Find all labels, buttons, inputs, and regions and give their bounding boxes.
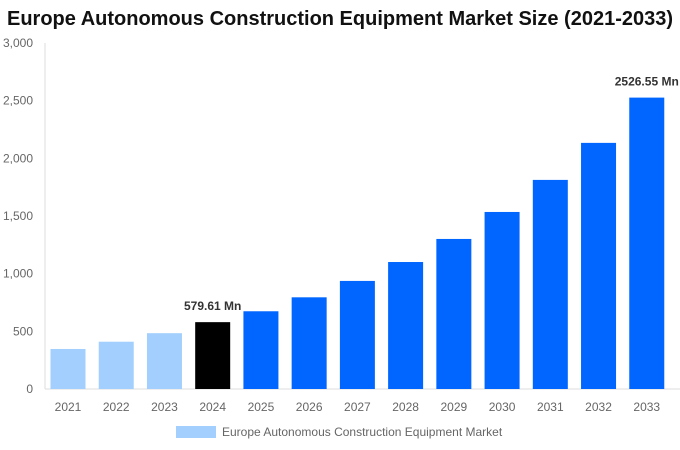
x-tick-label: 2023 [151,400,178,414]
legend: Europe Autonomous Construction Equipment… [176,425,502,439]
y-tick-label: 500 [13,324,33,338]
x-tick-label: 2032 [585,400,612,414]
x-tick-label: 2024 [199,400,226,414]
y-tick-label: 1,000 [3,267,33,281]
legend-label: Europe Autonomous Construction Equipment… [222,425,503,439]
y-tick-label: 2,000 [3,151,33,165]
bar-2025 [243,311,279,389]
x-tick-label: 2027 [344,400,371,414]
x-tick-label: 2030 [489,400,516,414]
x-tick-label: 2033 [633,400,660,414]
bar-2032 [581,142,617,389]
chart-title: Europe Autonomous Construction Equipment… [6,8,674,30]
bar-2031 [532,179,568,389]
x-tick-label: 2022 [103,400,130,414]
y-tick-label: 0 [26,382,33,396]
x-tick-label: 2028 [392,400,419,414]
x-tick-label: 2025 [248,400,275,414]
bar-2029 [436,238,472,389]
y-tick-label: 1,500 [3,209,33,223]
legend-swatch [176,426,216,438]
bar-2024 [195,322,231,389]
bar-2021 [50,348,86,389]
x-tick-label: 2026 [296,400,323,414]
data-label-2033: 2526.55 Mn [615,75,679,89]
bar-2022 [98,341,134,389]
bar-2028 [388,262,424,389]
x-tick-label: 2029 [440,400,467,414]
bar-2026 [291,297,327,389]
bar-2030 [484,211,520,389]
x-tick-label: 2021 [55,400,82,414]
bar-2033 [629,97,665,390]
y-tick-label: 2,500 [3,94,33,108]
data-label-2024: 579.61 Mn [184,299,241,313]
y-tick-label: 3,000 [3,36,33,50]
x-tick-label: 2031 [537,400,564,414]
bar-2027 [339,280,375,389]
bar-2023 [146,333,182,389]
